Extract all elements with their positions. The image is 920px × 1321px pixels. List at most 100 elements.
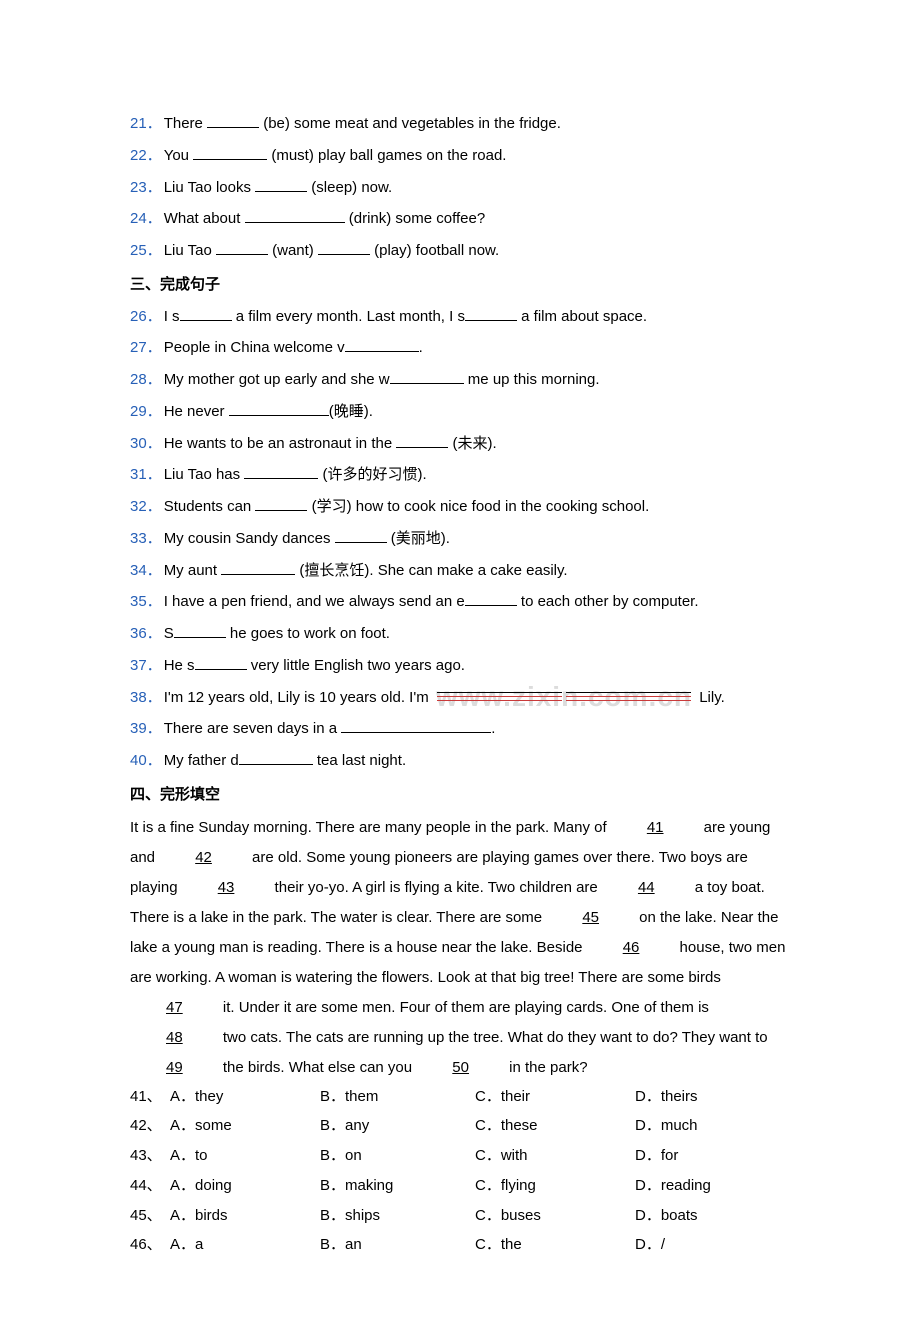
- option-d[interactable]: D．much: [635, 1112, 790, 1140]
- question-text: (want): [268, 242, 318, 259]
- question-text: (be) some meat and vegetables in the fri…: [259, 115, 561, 132]
- question-number: 30．: [130, 435, 162, 452]
- blank-field[interactable]: [229, 401, 329, 416]
- option-b[interactable]: B．any: [320, 1112, 475, 1140]
- option-b[interactable]: B．an: [320, 1231, 475, 1259]
- blank-field[interactable]: [180, 306, 232, 321]
- blank-field[interactable]: [174, 623, 226, 638]
- question-number: 21．: [130, 115, 162, 132]
- question-text: S: [164, 625, 174, 642]
- question-number: 28．: [130, 371, 162, 388]
- question-text: (sleep) now.: [307, 179, 392, 196]
- option-a[interactable]: A．a: [170, 1231, 320, 1259]
- question-27: 27．People in China welcome v.: [130, 334, 790, 362]
- option-b[interactable]: B．them: [320, 1083, 475, 1111]
- cloze-blank-43[interactable]: 43: [182, 879, 271, 896]
- cloze-blank-45[interactable]: 45: [546, 909, 635, 926]
- question-34: 34．My aunt (擅长烹饪). She can make a cake e…: [130, 557, 790, 585]
- option-row: 46、 A．a B．an C．the D．/: [130, 1231, 790, 1259]
- cloze-blank-44[interactable]: 44: [602, 879, 691, 896]
- question-text: My cousin Sandy dances: [164, 530, 335, 547]
- question-33: 33．My cousin Sandy dances (美丽地).: [130, 525, 790, 553]
- option-a[interactable]: A．some: [170, 1112, 320, 1140]
- question-text: (晚睡).: [329, 403, 373, 420]
- question-number: 34．: [130, 562, 162, 579]
- option-number: 45、: [130, 1202, 170, 1230]
- question-text: What about: [164, 210, 245, 227]
- blank-field[interactable]: [335, 528, 387, 543]
- blank-field[interactable]: [216, 240, 268, 255]
- question-text: (美丽地).: [387, 530, 450, 547]
- question-text: You: [164, 147, 193, 164]
- blank-field[interactable]: [245, 208, 345, 223]
- blank-field[interactable]: [244, 464, 318, 479]
- blank-field[interactable]: [207, 113, 259, 128]
- blank-with-watermark: www.zixin.com.cn: [437, 684, 691, 712]
- blank-field[interactable]: [465, 591, 517, 606]
- question-text: tea last night.: [313, 752, 406, 769]
- blank-field[interactable]: [255, 177, 307, 192]
- worksheet-page: 21．There (be) some meat and vegetables i…: [0, 0, 920, 1321]
- option-d[interactable]: D．reading: [635, 1172, 790, 1200]
- option-d[interactable]: D．/: [635, 1231, 790, 1259]
- blank-field[interactable]: [341, 718, 491, 733]
- question-number: 39．: [130, 720, 162, 737]
- question-text: People in China welcome v: [164, 339, 345, 356]
- question-39: 39．There are seven days in a .: [130, 715, 790, 743]
- options-list: 41、 A．they B．them C．their D．theirs 42、 A…: [130, 1083, 790, 1260]
- cloze-blank-49[interactable]: 49: [130, 1059, 219, 1076]
- cloze-blank-41[interactable]: 41: [611, 819, 700, 836]
- option-c[interactable]: C．with: [475, 1142, 635, 1170]
- cloze-passage: It is a fine Sunday morning. There are m…: [130, 813, 790, 1083]
- option-a[interactable]: A．birds: [170, 1202, 320, 1230]
- option-a[interactable]: A．doing: [170, 1172, 320, 1200]
- question-number: 23．: [130, 179, 162, 196]
- blank-field[interactable]: [221, 560, 295, 575]
- cloze-blank-46[interactable]: 46: [587, 939, 676, 956]
- blank-field[interactable]: [396, 433, 448, 448]
- option-c[interactable]: C．flying: [475, 1172, 635, 1200]
- question-text: (drink) some coffee?: [345, 210, 486, 227]
- question-text: He wants to be an astronaut in the: [164, 435, 397, 452]
- question-30: 30．He wants to be an astronaut in the (未…: [130, 430, 790, 458]
- option-b[interactable]: B．ships: [320, 1202, 475, 1230]
- blank-field[interactable]: [390, 369, 464, 384]
- cloze-blank-42[interactable]: 42: [159, 849, 248, 866]
- option-b[interactable]: B．making: [320, 1172, 475, 1200]
- option-a[interactable]: A．they: [170, 1083, 320, 1111]
- blank-field[interactable]: [437, 692, 562, 704]
- option-d[interactable]: D．for: [635, 1142, 790, 1170]
- question-text: There are seven days in a: [164, 720, 342, 737]
- option-a[interactable]: A．to: [170, 1142, 320, 1170]
- question-number: 37．: [130, 657, 162, 674]
- question-text: He s: [164, 657, 195, 674]
- blank-field[interactable]: [345, 337, 419, 352]
- blank-field[interactable]: [566, 692, 691, 704]
- question-text: (未来).: [448, 435, 496, 452]
- question-text: There: [164, 115, 207, 132]
- option-c[interactable]: C．their: [475, 1083, 635, 1111]
- question-40: 40．My father d tea last night.: [130, 747, 790, 775]
- cloze-blank-48[interactable]: 48: [130, 1029, 219, 1046]
- blank-field[interactable]: [465, 306, 517, 321]
- option-row: 45、 A．birds B．ships C．buses D．boats: [130, 1202, 790, 1230]
- blank-field[interactable]: [195, 655, 247, 670]
- blank-field[interactable]: [255, 496, 307, 511]
- option-number: 41、: [130, 1083, 170, 1111]
- cloze-text: the birds. What else can you: [219, 1059, 417, 1076]
- question-28: 28．My mother got up early and she w me u…: [130, 366, 790, 394]
- blank-field[interactable]: [239, 750, 313, 765]
- cloze-blank-47[interactable]: 47: [130, 999, 219, 1016]
- option-c[interactable]: C．these: [475, 1112, 635, 1140]
- option-c[interactable]: C．buses: [475, 1202, 635, 1230]
- cloze-blank-50[interactable]: 50: [416, 1059, 505, 1076]
- blank-field[interactable]: [193, 145, 267, 160]
- option-row: 42、 A．some B．any C．these D．much: [130, 1112, 790, 1140]
- question-text: (学习) how to cook nice food in the cookin…: [307, 498, 649, 515]
- option-row: 44、 A．doing B．making C．flying D．reading: [130, 1172, 790, 1200]
- blank-field[interactable]: [318, 240, 370, 255]
- option-d[interactable]: D．boats: [635, 1202, 790, 1230]
- option-d[interactable]: D．theirs: [635, 1083, 790, 1111]
- option-c[interactable]: C．the: [475, 1231, 635, 1259]
- option-b[interactable]: B．on: [320, 1142, 475, 1170]
